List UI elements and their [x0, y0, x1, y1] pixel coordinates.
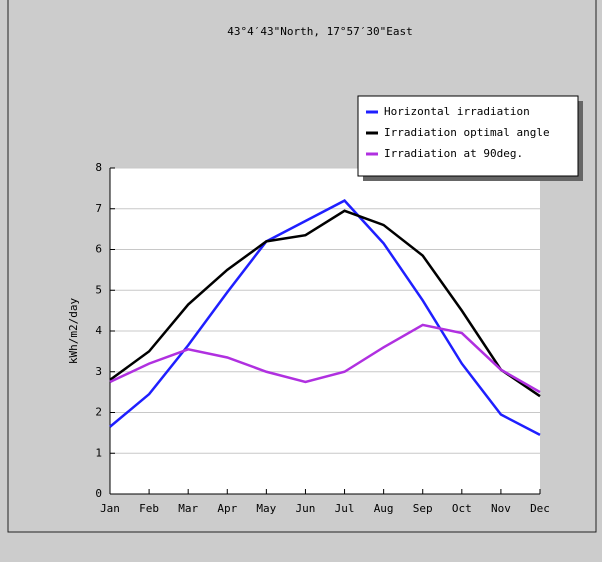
x-tick-label: Jan	[100, 502, 120, 515]
y-tick-label: 5	[95, 283, 102, 296]
line-series	[109, 323, 541, 394]
legend-label: Irradiation optimal angle	[384, 126, 550, 139]
legend	[357, 95, 579, 177]
x-tick-label: Sep	[413, 502, 433, 515]
frame	[7, 0, 597, 533]
y-tick-label: 0	[95, 487, 102, 500]
chart-title: 43°4′43"North, 17°57′30"East	[227, 25, 412, 38]
x-tick-label: Mar	[178, 502, 198, 515]
x-tick-label: May	[256, 502, 276, 515]
x-tick-label: Dec	[530, 502, 550, 515]
y-tick-label: 7	[95, 202, 102, 215]
x-tick-label: Oct	[452, 502, 472, 515]
y-tick-label: 4	[95, 324, 102, 337]
y-tick-label: 2	[95, 406, 102, 419]
x-tick-label: Feb	[139, 502, 159, 515]
line-series	[109, 209, 541, 398]
y-axis-label: kWh/m2/day	[67, 298, 80, 365]
line-series	[109, 199, 541, 437]
x-tick-label: Jul	[335, 502, 355, 515]
legend-label: Horizontal irradiation	[384, 105, 530, 118]
legend-label: Irradiation at 90deg.	[384, 147, 523, 160]
x-tick-label: Nov	[491, 502, 511, 515]
x-tick-label: Aug	[374, 502, 394, 515]
y-tick-label: 6	[95, 243, 102, 256]
x-tick-label: Apr	[217, 502, 237, 515]
y-tick-label: 3	[95, 365, 102, 378]
x-tick-label: Jun	[296, 502, 316, 515]
y-tick-label: 8	[95, 161, 102, 174]
y-tick-label: 1	[95, 446, 102, 459]
